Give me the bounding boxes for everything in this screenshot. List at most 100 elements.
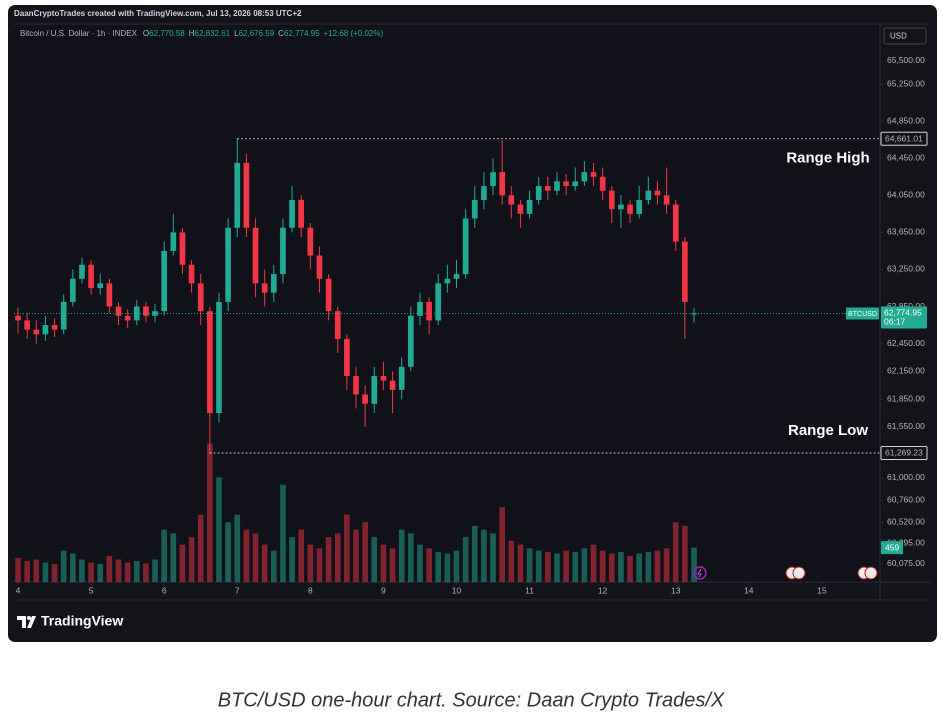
volume-bar <box>417 544 423 582</box>
volume-bar <box>216 477 222 582</box>
volume-bar <box>563 550 569 582</box>
volume-bar <box>60 550 67 582</box>
candle-body <box>252 227 259 284</box>
candle-body <box>471 199 478 219</box>
volume-bar <box>51 564 58 582</box>
candle-body <box>15 315 21 321</box>
candle-body <box>389 380 396 390</box>
level-annotation: Range Low <box>788 422 868 439</box>
candle-body <box>353 376 359 395</box>
flag-icon[interactable] <box>864 566 878 580</box>
volume-bar <box>252 533 259 582</box>
candle-body <box>398 366 405 390</box>
y-tick-label: 61,850.00 <box>887 393 925 403</box>
volume-bar <box>590 544 597 582</box>
candle-body <box>307 227 314 256</box>
candle-body <box>88 264 94 288</box>
volume-bar <box>471 525 478 582</box>
candle-body <box>526 199 533 214</box>
volume-bar <box>161 529 168 582</box>
volume-bar <box>261 544 268 582</box>
volume-bar <box>499 507 506 582</box>
volume-bar <box>133 561 140 582</box>
volume-bar <box>243 529 250 582</box>
event-icon <box>697 568 702 578</box>
volume-bar <box>152 559 158 582</box>
candle-body <box>563 181 569 187</box>
ohlc-value: 62,832.61 <box>195 29 231 38</box>
candle-body <box>188 264 195 284</box>
created-by: DaanCryptoTrades created with TradingVie… <box>14 9 302 18</box>
candle-body <box>618 204 624 210</box>
x-tick-label: 8 <box>308 585 313 595</box>
brand-name[interactable]: TradingView <box>41 613 123 629</box>
currency[interactable]: USD <box>890 32 907 41</box>
candle-body <box>417 301 423 316</box>
y-tick-label: 61,550.00 <box>887 421 925 431</box>
volume-bar <box>362 522 368 582</box>
y-tick-label: 61,000.00 <box>887 472 925 482</box>
volume-bar <box>280 484 286 582</box>
candle-body <box>499 172 506 196</box>
candle-body <box>590 172 597 177</box>
y-tick-label: 62,850.00 <box>887 301 925 311</box>
volume-bar <box>608 553 615 582</box>
candle-body <box>608 190 615 210</box>
candle-body <box>261 283 268 293</box>
candle-body <box>207 311 213 414</box>
volume-bar <box>535 550 542 582</box>
volume-bar <box>490 533 496 582</box>
x-tick-label: 13 <box>671 585 681 595</box>
x-tick-label: 10 <box>452 585 462 595</box>
candle-body <box>682 241 688 302</box>
flag-icon[interactable] <box>792 566 806 580</box>
candle-body <box>115 306 122 316</box>
y-tick-label: 63,250.00 <box>887 264 925 274</box>
candle-body <box>289 199 295 228</box>
volume-bar <box>316 548 323 582</box>
x-tick-label: 6 <box>162 585 167 595</box>
candle-body <box>362 394 368 404</box>
volume-bar <box>325 537 332 582</box>
volume-bar <box>97 564 104 582</box>
y-tick-label: 60,075.00 <box>887 558 925 568</box>
volume-bar <box>42 562 49 582</box>
candle-body <box>216 301 222 414</box>
volume-bar <box>15 558 21 582</box>
volume-bar <box>444 553 451 582</box>
countdown: 06:17 <box>884 317 906 327</box>
volume-bar <box>334 533 341 582</box>
volume-bar <box>618 552 624 582</box>
candle-body <box>453 274 460 279</box>
candle-body <box>435 283 442 321</box>
candle-body <box>225 227 231 302</box>
candle-body <box>270 274 277 293</box>
volume-bar <box>407 533 414 582</box>
volume-bar <box>654 550 661 582</box>
volume-bar <box>627 555 633 582</box>
volume-bar <box>207 443 213 582</box>
candle-body <box>627 204 633 214</box>
volume-bar <box>526 548 533 582</box>
volume-bar <box>124 562 131 582</box>
volume-bar <box>380 544 387 582</box>
ohlc-key: L <box>234 29 239 38</box>
volume-bar <box>599 550 606 582</box>
x-tick-label: 15 <box>817 585 827 595</box>
volume-bar <box>79 559 85 582</box>
volume-bar <box>33 559 40 582</box>
candle-body <box>60 301 67 330</box>
y-tick-label: 65,250.00 <box>887 78 925 88</box>
candle-body <box>508 195 515 205</box>
caption: BTC/USD one-hour chart. Source: Daan Cry… <box>218 689 725 711</box>
volume-bar <box>636 553 643 582</box>
ohlc-key: H <box>189 29 195 38</box>
event-icon[interactable] <box>693 566 707 580</box>
candle-body <box>371 376 378 404</box>
candle-body <box>106 283 113 307</box>
volume-bar <box>545 552 551 582</box>
y-tick-label: 65,500.00 <box>887 55 925 65</box>
volume-bar <box>453 550 460 582</box>
currency-box[interactable] <box>883 27 927 45</box>
